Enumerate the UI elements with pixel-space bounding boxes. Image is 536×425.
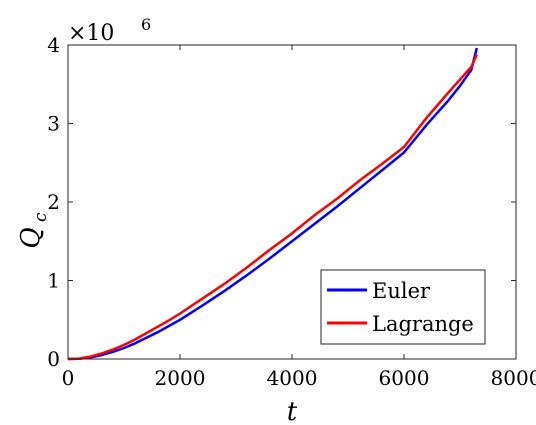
x-tick-label: 2000 [155, 366, 206, 390]
series-line-euler [67, 47, 479, 361]
y-tick-label: 3 [47, 112, 60, 136]
y-multiplier-text: ×10 [68, 21, 114, 46]
y-tick-label: 1 [47, 269, 60, 293]
legend-label-euler: Euler [372, 279, 431, 303]
x-tick-label: 8000 [491, 366, 536, 390]
y-axis-label-main: Q [16, 227, 46, 248]
x-tick-label: 0 [62, 366, 75, 390]
x-tick-label: 4000 [267, 366, 318, 390]
x-tick-label: 6000 [379, 366, 430, 390]
ticks-layer: 0 2000 4000 6000 8000 0 1 2 3 4 [47, 33, 536, 390]
legend: Euler Lagrange [320, 269, 486, 345]
y-multiplier-exponent: 6 [141, 15, 151, 34]
legend-box [320, 269, 486, 345]
y-tick-label: 2 [47, 190, 60, 214]
y-multiplier: ×10 6 [68, 15, 151, 46]
y-axis-label-subscript: c [31, 212, 51, 222]
y-tick-label: 4 [47, 33, 60, 57]
x-axis-label: t [287, 397, 298, 425]
legend-label-lagrange: Lagrange [372, 312, 474, 336]
series-line-lagrange [67, 53, 478, 361]
y-axis-label: Q c [16, 212, 51, 249]
series-layer [67, 47, 479, 361]
y-tick-label: 0 [47, 347, 60, 371]
